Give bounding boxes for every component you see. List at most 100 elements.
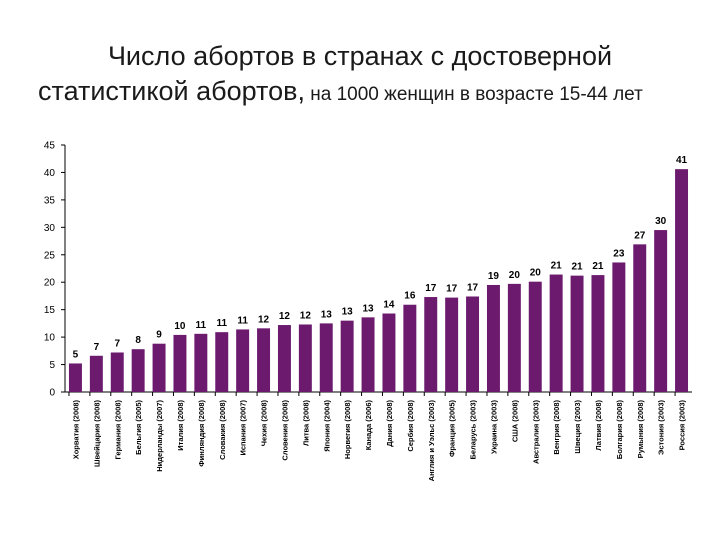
category-label: Румыния (2008) [636, 400, 645, 459]
y-tick-label: 0 [49, 388, 55, 399]
data-label: 17 [467, 282, 479, 293]
category-label: Беларусь (2003) [469, 400, 478, 460]
bar [298, 324, 312, 392]
data-label: 12 [279, 311, 291, 322]
bar [131, 349, 145, 392]
category-label: США (2008) [510, 400, 519, 443]
bar [507, 283, 521, 392]
bar [215, 332, 229, 392]
data-label: 13 [362, 303, 374, 314]
title-line-1: Число абортов в странах с достоверной [107, 41, 613, 71]
chart-title: Число абортов в странах с достоверной ст… [0, 38, 720, 106]
data-label: 11 [216, 318, 227, 329]
bar [612, 262, 626, 392]
data-label: 21 [592, 261, 604, 272]
category-labels: Хорватия (2008) Швейцария (2008) Германия … [71, 399, 686, 481]
bar [654, 230, 668, 392]
bar [403, 304, 417, 392]
data-label: 12 [300, 310, 312, 321]
category-label: Норвегия (2008) [343, 400, 352, 460]
data-label: 21 [551, 261, 563, 272]
y-tick-label: 25 [44, 250, 56, 261]
data-label: 11 [196, 320, 207, 331]
data-label: 17 [425, 283, 437, 294]
category-label: Италия (2008) [176, 399, 185, 450]
category-label: Чехия (2008) [260, 399, 269, 446]
data-label: 12 [258, 314, 270, 325]
category-label: Япония (2004) [322, 400, 331, 452]
category-label: Австралия (2003) [531, 399, 540, 463]
bar [633, 244, 647, 392]
category-label: Украина (2003) [489, 400, 498, 454]
bar [445, 297, 459, 392]
bar [675, 169, 689, 392]
category-label: Испания (2007) [239, 400, 248, 456]
category-label: Словения (2008) [280, 400, 289, 461]
category-label: Франция (2005) [448, 399, 457, 457]
bar [68, 363, 82, 392]
category-label: Финляндия (2008) [197, 400, 206, 467]
data-label: 7 [94, 342, 100, 353]
data-label: 16 [404, 291, 416, 302]
bar [549, 274, 563, 392]
data-label: 30 [655, 216, 667, 227]
bar [382, 313, 396, 392]
y-axis-ticks: 0 5 10 15 20 25 30 35 40 45 [44, 141, 65, 399]
bar [319, 323, 333, 392]
data-label: 41 [676, 155, 688, 166]
bar [257, 328, 271, 392]
bar [486, 284, 500, 392]
y-tick-label: 10 [44, 333, 56, 344]
title-line-2-main: статистикой абортов, [38, 76, 305, 106]
bar [173, 334, 187, 392]
title-line-2: статистикой абортов, на 1000 женщин в во… [38, 76, 643, 107]
data-label: 23 [613, 248, 625, 259]
category-label: Россия (2003) [678, 399, 687, 450]
bar [528, 281, 542, 392]
y-tick-label: 15 [44, 305, 56, 316]
category-label: Сербия (2008) [406, 400, 415, 452]
data-label: 5 [73, 349, 79, 360]
category-label: Дания (2008) [385, 400, 394, 447]
bar [152, 343, 166, 392]
category-label: Швейцария (2008) [92, 400, 101, 468]
bar [110, 352, 124, 392]
bar [89, 355, 103, 392]
category-label: Болгария (2008) [615, 400, 624, 460]
data-label: 9 [156, 330, 162, 341]
data-label: 21 [571, 262, 583, 273]
bar [340, 320, 354, 392]
data-label: 10 [174, 321, 186, 332]
data-label: 14 [383, 300, 395, 311]
data-label: 27 [634, 230, 646, 241]
bar [361, 317, 375, 392]
data-label: 13 [342, 307, 354, 318]
chart-axes [64, 145, 692, 396]
bar [194, 333, 208, 392]
data-label: 8 [135, 335, 141, 346]
category-label: Латвия (2008) [594, 399, 603, 450]
data-label: 20 [509, 270, 521, 281]
category-label: Нидерланды (2007) [155, 399, 164, 471]
bar [591, 275, 605, 392]
bars [68, 169, 689, 392]
title-line-2-subtitle: на 1000 женщин в возрасте 15-44 лет [304, 84, 643, 105]
data-label: 17 [446, 284, 458, 295]
bar [466, 296, 480, 392]
bar [236, 329, 250, 392]
category-label: Бельгия (2005) [134, 399, 143, 454]
category-label: Германия (2008) [113, 400, 122, 460]
data-label: 20 [530, 268, 542, 279]
y-tick-label: 35 [44, 195, 56, 206]
y-tick-label: 45 [44, 141, 56, 152]
y-tick-label: 40 [44, 168, 56, 179]
y-tick-label: 30 [44, 223, 56, 234]
value-labels: 5 7 7 8 9 10 11 11 11 12 12 12 13 13 13 14 16 17 17 17 19 20 2… [73, 155, 688, 360]
category-label: Хорватия (2008) [71, 400, 80, 460]
category-label: Швеция (2003) [573, 400, 582, 454]
category-label: Канада (2006) [364, 400, 373, 451]
data-label: 11 [237, 315, 248, 326]
category-label: Литва (2008) [301, 400, 310, 446]
data-label: 19 [488, 271, 500, 282]
